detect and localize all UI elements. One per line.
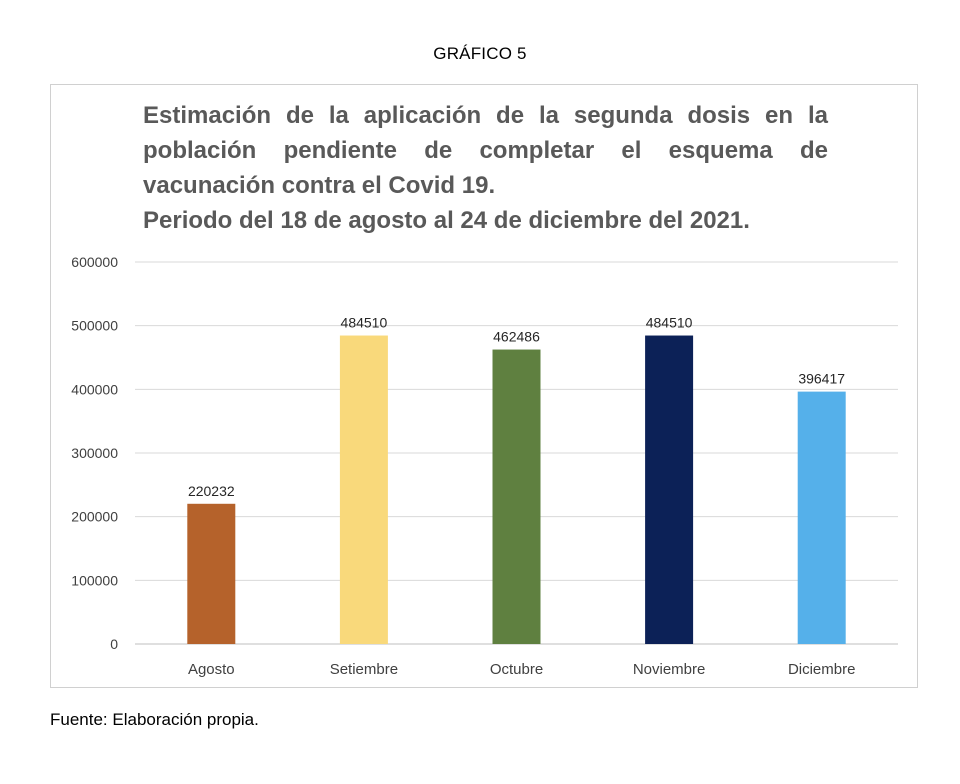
x-axis: Agosto Setiembre Octubre Noviembre Diciembre bbox=[188, 661, 856, 678]
x-tick-label: Octubre bbox=[490, 661, 543, 678]
bar bbox=[339, 335, 388, 644]
data-label: 396417 bbox=[798, 371, 845, 387]
data-label: 484510 bbox=[646, 315, 693, 331]
x-tick-label: Setiembre bbox=[330, 661, 398, 678]
data-label: 462486 bbox=[493, 329, 540, 345]
chart-frame bbox=[50, 84, 918, 688]
chart-title-line-2: población pendiente de completar el esqu… bbox=[143, 137, 828, 164]
data-label: 484510 bbox=[341, 315, 388, 331]
y-tick-label: 200000 bbox=[71, 509, 118, 525]
bar bbox=[492, 349, 541, 644]
chart-title-line-3: vacunación contra el Covid 19. bbox=[143, 172, 496, 199]
chart-title-line-4: Periodo del 18 de agosto al 24 de diciem… bbox=[143, 207, 750, 234]
y-axis: 0 100000 200000 300000 400000 500000 600000 bbox=[71, 254, 118, 652]
chart-title: Estimación de la aplicación de la segund… bbox=[143, 98, 828, 238]
y-tick-label: 100000 bbox=[71, 572, 118, 588]
data-labels: 220232 484510 462486 484510 396417 bbox=[188, 315, 845, 499]
bars bbox=[187, 335, 846, 644]
source-note: Fuente: Elaboración propia. bbox=[50, 710, 259, 729]
data-label: 220232 bbox=[188, 483, 235, 499]
y-tick-label: 600000 bbox=[71, 254, 118, 270]
x-tick-label: Diciembre bbox=[788, 661, 856, 678]
bar bbox=[645, 335, 694, 644]
chart-title-line-1: Estimación de la aplicación de la segund… bbox=[143, 102, 828, 129]
x-tick-label: Agosto bbox=[188, 661, 235, 678]
y-tick-label: 400000 bbox=[71, 381, 118, 397]
figure-label: GRÁFICO 5 bbox=[433, 44, 527, 63]
bar bbox=[187, 503, 236, 644]
y-tick-label: 500000 bbox=[71, 318, 118, 334]
x-tick-label: Noviembre bbox=[633, 661, 706, 678]
y-tick-label: 300000 bbox=[71, 445, 118, 461]
y-tick-label: 0 bbox=[110, 636, 118, 652]
bar bbox=[797, 391, 846, 644]
